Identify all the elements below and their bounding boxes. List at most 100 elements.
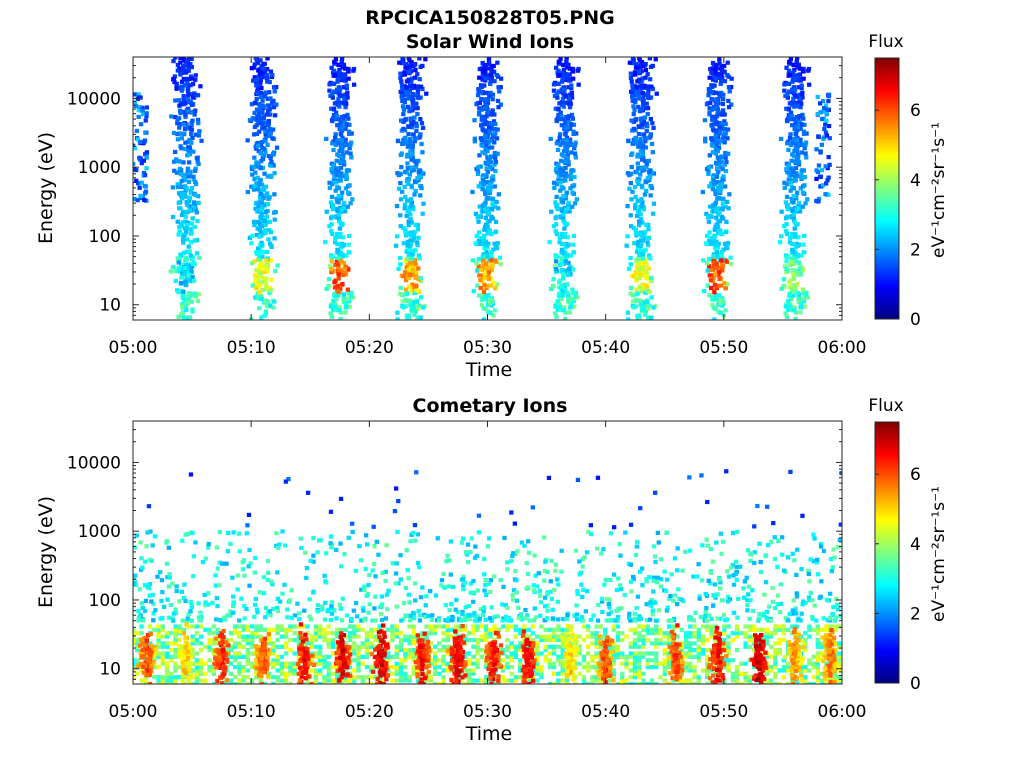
heatmap-cell [175,62,181,68]
heatmap-cell [133,579,137,584]
heatmap-cell [486,145,491,150]
heatmap-cell [496,192,501,197]
heatmap-cell [476,256,481,262]
heatmap-cell [617,542,622,547]
heatmap-cell [175,185,180,190]
heatmap-cell [793,606,798,611]
heatmap-cell [406,592,411,597]
heatmap-cell [505,605,510,610]
heatmap-cell [634,170,640,175]
heatmap-cell [258,634,263,639]
heatmap-cell [444,559,449,564]
heatmap-cell [449,617,454,623]
heatmap-cell [566,162,571,167]
heatmap-cell [237,681,242,684]
heatmap-cell [561,169,566,174]
heatmap-cell [173,607,178,612]
heatmap-cell [169,675,174,680]
heatmap-cell [532,553,537,558]
heatmap-cell [327,284,332,289]
heatmap-cell [446,584,451,589]
heatmap-cell [478,164,483,169]
heatmap-cell [334,616,339,621]
heatmap-cell [708,164,714,169]
heatmap-cell [262,627,267,632]
heatmap-cell [811,559,816,564]
heatmap-cell [709,123,714,128]
heatmap-cell [191,177,196,182]
heatmap-cell [638,569,643,574]
heatmap-cell [237,644,242,649]
heatmap-cell [493,286,498,291]
heatmap-cell [482,227,487,232]
heatmap-cell [574,617,580,622]
heatmap-cell [731,582,737,587]
heatmap-cell [173,681,178,684]
heatmap-cell [716,252,721,257]
heatmap-cell [531,588,536,593]
heatmap-cell [333,235,338,240]
heatmap-cell [790,123,795,128]
heatmap-cell [776,538,781,544]
heatmap-cell [488,578,493,583]
heatmap-cell [136,92,141,97]
heatmap-cell [637,223,642,228]
heatmap-cell [448,572,453,577]
heatmap-cell [485,155,490,160]
heatmap-cell [193,168,198,173]
heatmap-cell [181,289,186,294]
heatmap-cell [468,581,474,586]
heatmap-cell [560,166,565,171]
heatmap-cell [190,81,196,87]
heatmap-cell [665,577,670,582]
heatmap-cell [827,136,832,141]
heatmap-cell [716,195,721,200]
heatmap-cell [207,665,212,670]
heatmap-cell [566,296,571,301]
heatmap-cell [469,536,474,541]
heatmap-cell [650,150,655,155]
heatmap-cell [460,577,466,582]
heatmap-cell [261,146,266,152]
heatmap-cell [784,167,789,172]
heatmap-cell [206,602,211,607]
heatmap-cell [263,129,268,134]
heatmap-cell [169,678,174,683]
heatmap-cell [335,79,340,84]
heatmap-cell [152,627,157,632]
heatmap-cell [484,266,489,271]
heatmap-cell [226,530,231,536]
heatmap-cell [785,95,790,100]
heatmap-cell [747,616,752,621]
heatmap-cell [177,98,182,103]
heatmap-cell [347,131,352,136]
heatmap-cell [763,580,769,585]
heatmap-cell [259,240,264,245]
heatmap-cell [259,74,264,79]
heatmap-cell [186,249,191,254]
heatmap-cell [164,678,170,683]
heatmap-cell [725,246,730,251]
heatmap-cell [713,191,718,197]
heatmap-cell [718,122,724,127]
heatmap-cell [180,292,185,297]
heatmap-cell [401,107,407,112]
heatmap-cell [574,612,579,617]
heatmap-cell [835,602,840,607]
heatmap-cell [640,566,645,571]
heatmap-cell [490,167,495,172]
heatmap-cell [648,77,653,82]
heatmap-cell [795,135,800,140]
heatmap-cell [493,121,498,127]
heatmap-cell [408,212,413,217]
heatmap-cell [255,610,260,615]
heatmap-cell [552,185,557,190]
heatmap-cell [814,618,819,623]
heatmap-cell [198,610,203,615]
heatmap-cell [175,116,180,121]
heatmap-cell [344,83,349,88]
heatmap-cell [487,61,492,66]
heatmap-cell [413,257,418,262]
heatmap-cell [493,243,498,248]
heatmap-cell [247,118,253,123]
